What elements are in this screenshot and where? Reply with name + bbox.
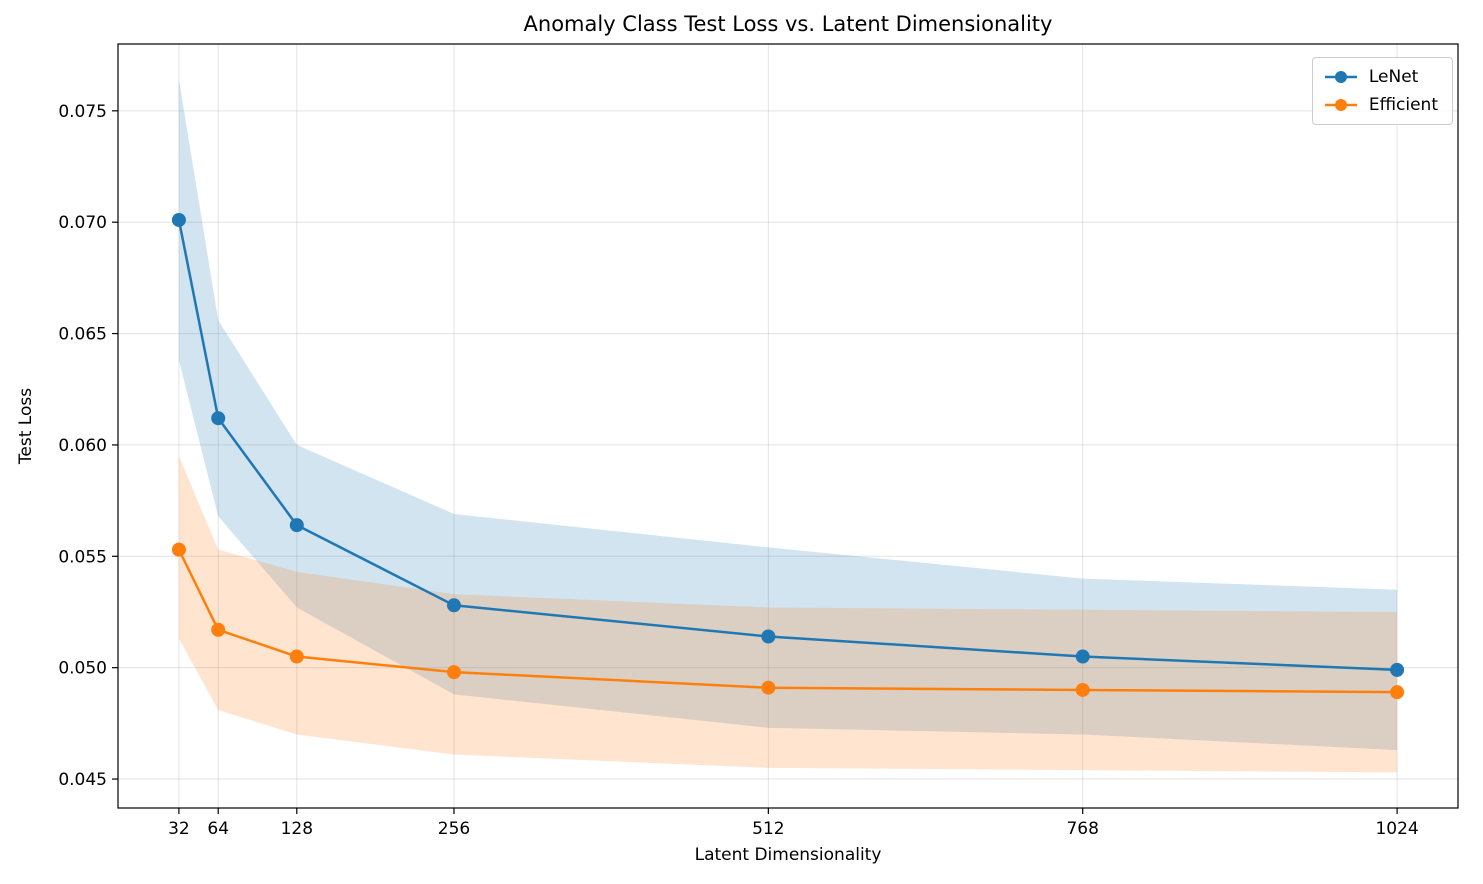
y-tick-label: 0.045 (58, 770, 107, 790)
marker-lenet (761, 629, 776, 644)
y-tick-label: 0.065 (58, 325, 107, 345)
legend-line-marker-efficient (1324, 99, 1357, 111)
legend-line-marker-lenet (1324, 71, 1357, 83)
legend-entry-lenet: LeNet (1323, 67, 1438, 87)
x-tick-label: 128 (281, 819, 313, 839)
x-tick-label: 256 (438, 819, 470, 839)
marker-efficient (446, 665, 461, 680)
legend-label-lenet: LeNet (1368, 67, 1419, 87)
legend: LeNet Efficient (1311, 57, 1453, 125)
x-tick-label: 512 (752, 819, 784, 839)
legend-entry-efficient: Efficient (1323, 95, 1438, 115)
confidence-band-lenet (178, 79, 1398, 751)
x-tick-label: 768 (1066, 819, 1098, 839)
chart-title: Anomaly Class Test Loss vs. Latent Dimen… (523, 12, 1053, 36)
marker-lenet (289, 518, 304, 533)
y-tick-label: 0.060 (58, 436, 107, 456)
marker-efficient (289, 649, 304, 664)
marker-efficient (211, 622, 226, 637)
marker-lenet (171, 212, 186, 227)
marker-efficient (1075, 682, 1090, 697)
x-tick-label: 32 (168, 819, 190, 839)
y-axis-label: Test Loss (16, 387, 36, 465)
y-tick-label: 0.075 (58, 102, 107, 122)
marker-lenet (211, 411, 226, 426)
confidence-band-efficient (178, 456, 1398, 773)
legend-marker (1334, 99, 1347, 111)
axes-spines (117, 43, 1459, 809)
x-axis-label: Latent Dimensionality (694, 845, 882, 865)
legend-label-efficient: Efficient (1368, 95, 1438, 115)
marker-efficient (761, 680, 776, 695)
marker-efficient (1390, 685, 1405, 700)
y-tick-label: 0.050 (58, 659, 107, 679)
marker-lenet (1390, 662, 1405, 677)
x-tick-label: 64 (207, 819, 229, 839)
marker-lenet (1075, 649, 1090, 664)
y-tick-label: 0.070 (58, 213, 107, 233)
y-tick-label: 0.055 (58, 547, 107, 567)
marker-lenet (446, 598, 461, 613)
x-tick-label: 1024 (1375, 819, 1418, 839)
marker-efficient (171, 542, 186, 557)
legend-marker (1334, 71, 1347, 83)
